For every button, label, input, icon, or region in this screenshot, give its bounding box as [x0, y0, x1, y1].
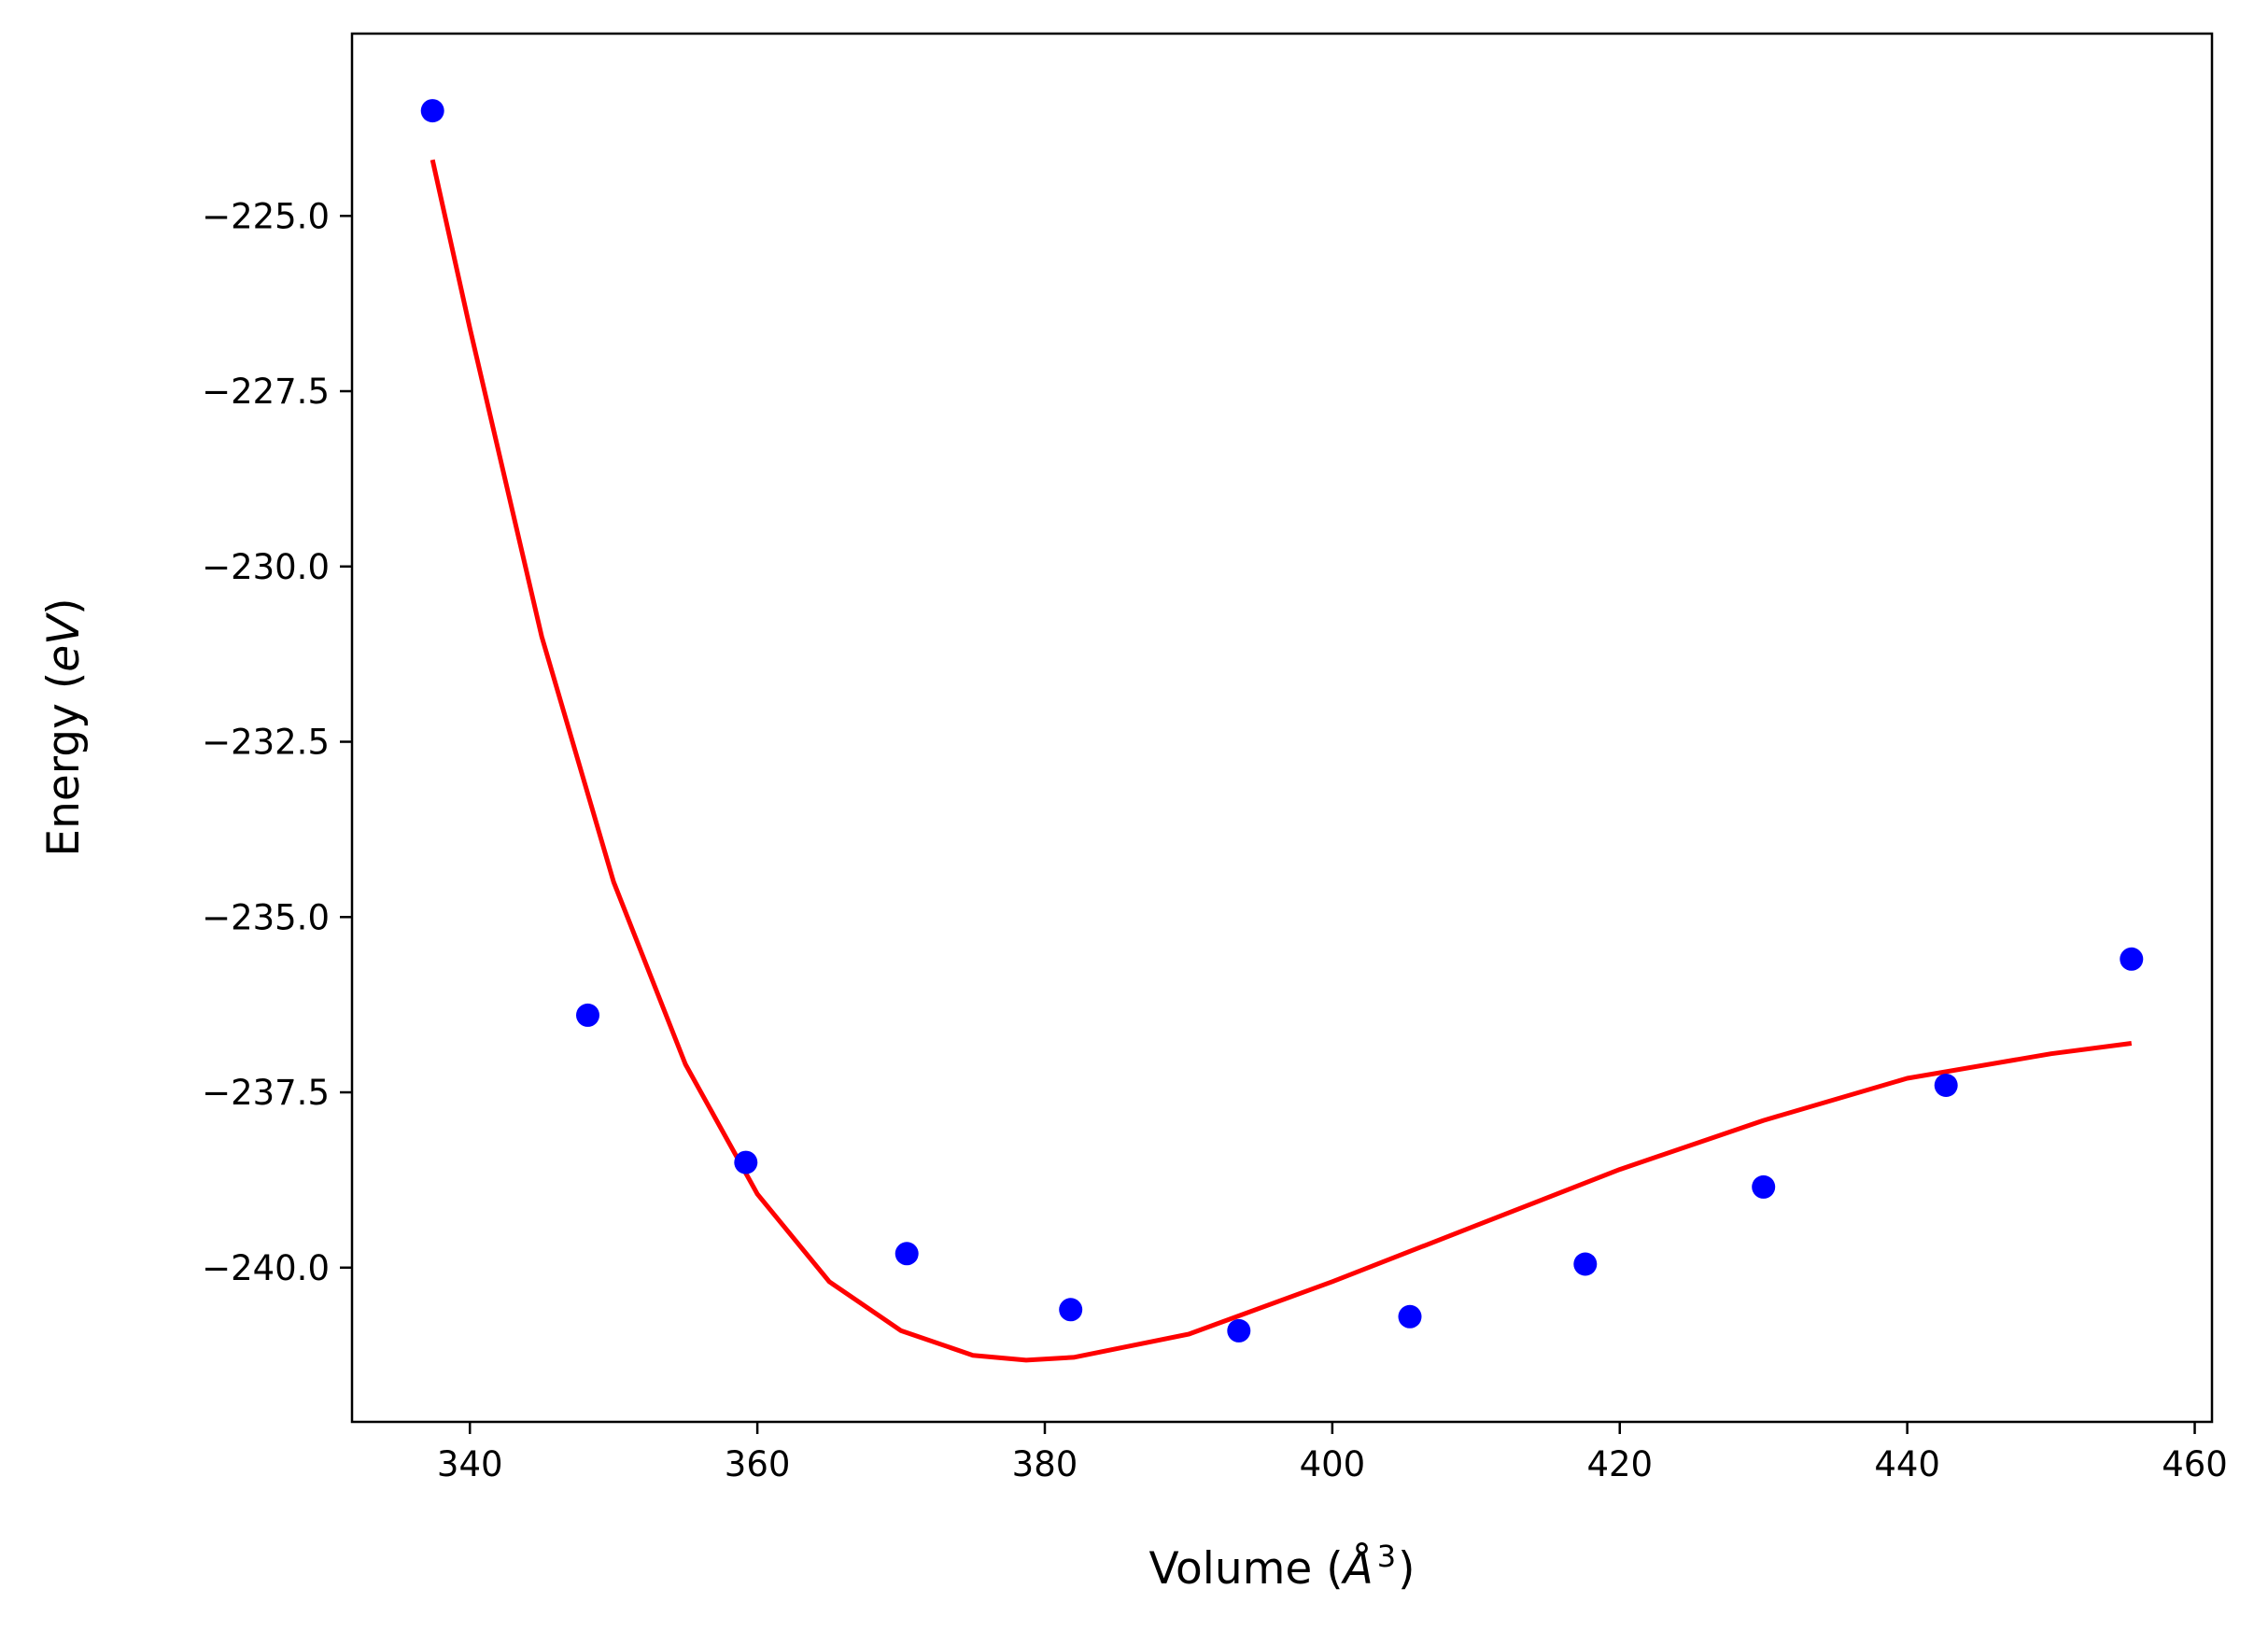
y-tick-label-0: −225.0 — [202, 196, 330, 236]
y-axis-label-suffix: ) — [38, 598, 90, 614]
x-tick-label-4: 420 — [1586, 1444, 1653, 1484]
y-axis-label: Energy (eV) — [38, 598, 90, 856]
x-tick-label-5: 440 — [1874, 1444, 1940, 1484]
x-axis-label: Volume (Å 3) — [1149, 1539, 1416, 1595]
y-tick-label-3: −232.5 — [202, 723, 330, 763]
y-axis: −225.0 −227.5 −230.0 −232.5 −235.0 −237.5 −240… — [202, 196, 352, 1288]
data-point-6 — [1398, 1304, 1422, 1329]
y-tick-label-2: −230.0 — [202, 547, 330, 587]
x-tick-label-6: 460 — [2162, 1444, 2228, 1484]
y-axis-label-prefix: Energy ( — [38, 672, 90, 857]
data-point-7 — [1573, 1252, 1598, 1276]
fit-curve-line — [430, 159, 2133, 1363]
data-point-9 — [1934, 1074, 1958, 1097]
data-point-10 — [2120, 947, 2144, 971]
plot-area — [420, 99, 2144, 1363]
data-point-5 — [1227, 1318, 1251, 1343]
axes-frame — [350, 32, 2214, 1424]
y-tick-label-1: −227.5 — [202, 372, 330, 412]
x-axis-label-unit: Å — [1341, 1543, 1373, 1595]
x-tick-label-0: 340 — [437, 1444, 503, 1484]
x-axis-label-suffix: ) — [1398, 1543, 1415, 1595]
y-axis-label-unit: eV — [38, 612, 90, 672]
data-point-8 — [1752, 1174, 1776, 1199]
data-point-4 — [1059, 1298, 1083, 1322]
data-point-2 — [734, 1150, 758, 1174]
y-tick-label-6: −240.0 — [202, 1248, 330, 1288]
data-point-0 — [420, 99, 444, 123]
x-axis-label-power: 3 — [1377, 1539, 1396, 1574]
x-axis: 340 360 380 400 420 440 460 — [437, 1422, 2228, 1484]
data-point-3 — [895, 1242, 919, 1266]
x-axis-label-prefix: Volume ( — [1149, 1543, 1344, 1595]
x-tick-label-1: 360 — [725, 1444, 791, 1484]
y-tick-label-4: −235.0 — [202, 897, 330, 937]
data-point-1 — [576, 1003, 599, 1027]
x-tick-label-3: 400 — [1300, 1444, 1366, 1484]
x-tick-label-2: 380 — [1012, 1444, 1078, 1484]
y-tick-label-5: −237.5 — [202, 1073, 330, 1113]
